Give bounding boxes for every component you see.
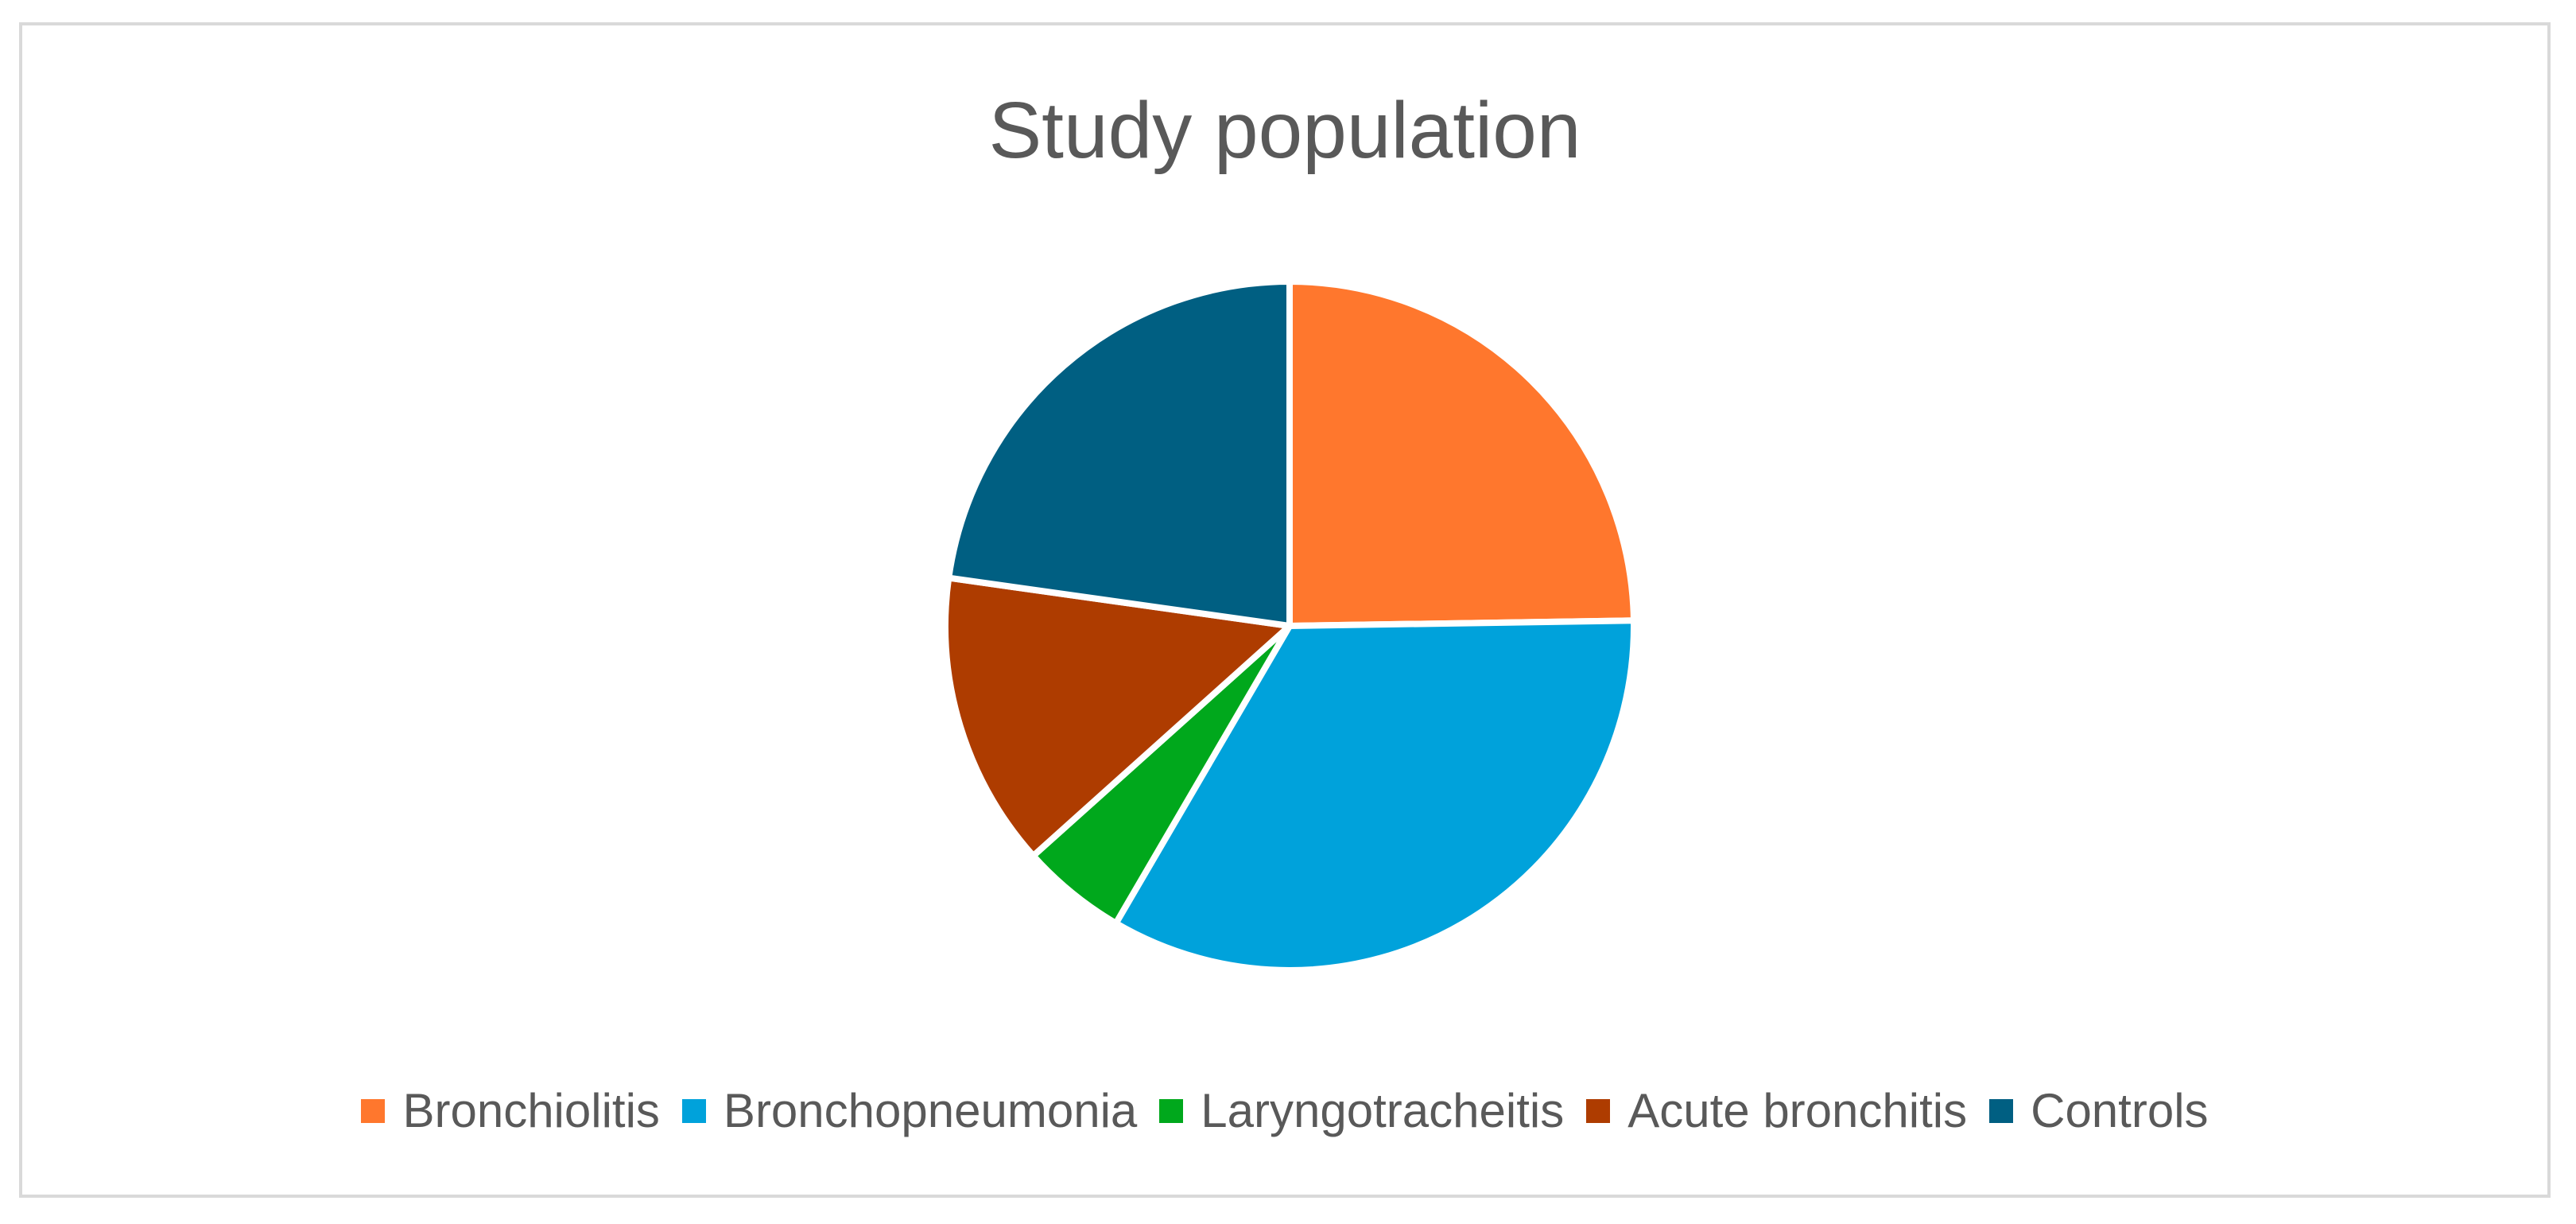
legend-item-controls: Controls (1989, 1083, 2209, 1138)
pie-slice-bronchiolitis (1286, 278, 1637, 629)
legend-swatch (361, 1098, 386, 1123)
pie-slices (942, 278, 1637, 973)
legend-swatch (1989, 1098, 2014, 1123)
chart-frame: Study population Bronchiolitis Bronchopne… (19, 22, 2551, 1198)
legend: Bronchiolitis Bronchopneumonia Laryngotrac… (22, 1083, 2547, 1138)
pie-chart (942, 278, 1637, 973)
legend-label: Bronchopneumonia (723, 1084, 1138, 1137)
legend-label: Acute bronchitis (1627, 1084, 1968, 1137)
chart-title: Study population (988, 86, 1581, 175)
legend-item-laryngotracheitis: Laryngotracheitis (1159, 1083, 1564, 1138)
legend-swatch (1159, 1098, 1184, 1123)
legend-label: Bronchiolitis (402, 1084, 660, 1137)
legend-item-acute-bronchitis: Acute bronchitis (1586, 1083, 1967, 1138)
pie-slice-bronchopneumonia (1112, 617, 1637, 973)
pie-slice-acute-bronchitis (942, 574, 1293, 860)
legend-label: Controls (2031, 1084, 2209, 1137)
legend-item-bronchiolitis: Bronchiolitis (361, 1083, 660, 1138)
legend-swatch (1586, 1098, 1611, 1123)
pie-slice-controls (945, 278, 1293, 629)
legend-swatch (681, 1098, 706, 1123)
legend-item-bronchopneumonia: Bronchopneumonia (681, 1083, 1138, 1138)
legend-label: Laryngotracheitis (1201, 1084, 1565, 1137)
